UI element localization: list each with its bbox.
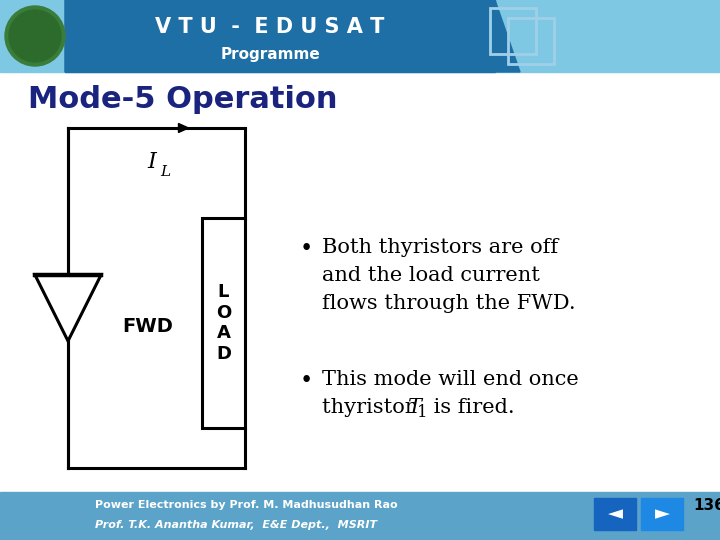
- Text: V T U  -  E D U S A T: V T U - E D U S A T: [156, 17, 384, 37]
- Bar: [65, 0, 495, 72]
- Polygon shape: [35, 275, 101, 341]
- Text: is fired.: is fired.: [427, 398, 515, 417]
- Bar: [594, 498, 636, 530]
- Circle shape: [9, 10, 61, 62]
- Text: L
O
A
D: L O A D: [216, 283, 231, 363]
- Text: flows through the FWD.: flows through the FWD.: [322, 294, 575, 313]
- Circle shape: [5, 6, 65, 66]
- Text: Both thyristors are off: Both thyristors are off: [322, 238, 558, 257]
- Text: •: •: [300, 370, 313, 392]
- Text: ►: ►: [654, 504, 670, 523]
- Bar: [641, 498, 683, 530]
- Text: Programme: Programme: [220, 48, 320, 63]
- Text: and the load current: and the load current: [322, 266, 540, 285]
- Text: FWD: FWD: [122, 316, 174, 335]
- Bar: [508, 18, 554, 64]
- Bar: [490, 8, 536, 54]
- Text: •: •: [300, 238, 313, 260]
- Text: Mode-5 Operation: Mode-5 Operation: [28, 85, 338, 114]
- Polygon shape: [65, 0, 520, 72]
- Text: L: L: [160, 165, 170, 179]
- Bar: [202, 218, 245, 428]
- Text: Prof. T.K. Anantha Kumar,  E&E Dept.,  MSRIT: Prof. T.K. Anantha Kumar, E&E Dept., MSR…: [95, 520, 377, 530]
- Text: ◄: ◄: [608, 504, 623, 523]
- Text: Power Electronics by Prof. M. Madhusudhan Rao: Power Electronics by Prof. M. Madhusudha…: [95, 500, 397, 510]
- Text: 136: 136: [693, 497, 720, 512]
- Bar: [0, 492, 720, 540]
- Text: I: I: [148, 151, 156, 173]
- FancyArrow shape: [166, 124, 189, 132]
- Text: T: T: [407, 398, 421, 417]
- Text: This mode will end once: This mode will end once: [322, 370, 579, 389]
- Text: thyristor: thyristor: [322, 398, 421, 417]
- Bar: [0, 0, 720, 72]
- Text: 1: 1: [417, 404, 428, 421]
